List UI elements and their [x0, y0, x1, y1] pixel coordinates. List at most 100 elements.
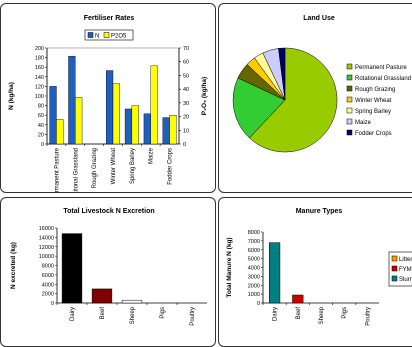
bar-n [162, 117, 170, 145]
y-tick-label: 8000 [248, 230, 260, 236]
land-use-panel: Land Use Permanent Pasture Rotational Gras… [218, 3, 412, 193]
bar-slurry [269, 242, 281, 304]
bar-p2o5 [150, 65, 158, 145]
x-tick-label: Permanent Pasture [54, 147, 60, 193]
y-tick-label: 1000 [248, 292, 260, 298]
bar-p2o5 [112, 83, 120, 145]
legend-label: Winter Wheat [355, 98, 392, 104]
chart-title: Manure Types [296, 208, 343, 215]
y-tick-label: 20 [38, 132, 44, 138]
y2-tick-label: 30 [183, 101, 189, 107]
y-tick-label: 7000 [248, 239, 260, 245]
x-tick-label: Sheep [130, 306, 136, 324]
legend-swatch [346, 107, 353, 114]
legend-label: Litter [399, 257, 412, 263]
livestock-excretion-panel: Total Livestock N Excretion 0 2000 4000 6000… [0, 197, 216, 347]
y-tick-label: 80 [38, 104, 44, 110]
y-tick-label: 160 [35, 65, 44, 71]
legend-label: N [95, 34, 99, 40]
y-axis-label: Total Manure N (kg) [226, 237, 233, 297]
livestock-excretion-chart: Total Livestock N Excretion 0 2000 4000 6000… [10, 208, 207, 326]
y-tick-label: 6000 [248, 248, 260, 254]
x-tick-label: Dairy [70, 307, 76, 321]
fertiliser-rates-panel: Fertiliser Rates N P2O5 0 20 40 60 80 100 120 140 1… [0, 3, 216, 193]
y-tick-label: 40 [38, 123, 44, 129]
legend-swatch [391, 255, 398, 262]
chart-title: Land Use [303, 15, 335, 22]
bar [91, 288, 113, 304]
legend-swatch [391, 265, 398, 272]
x-tick-label: Rotational Grassland [73, 148, 79, 193]
y-tick-label: 10000 [39, 254, 54, 260]
y-tick-label: 0 [41, 142, 44, 148]
y-tick-label: 16000 [39, 226, 54, 232]
y-tick-label: 8000 [42, 264, 54, 270]
x-tick-label: Dairy [273, 307, 279, 321]
legend-label: Spring Barley [355, 109, 391, 115]
x-tick-label: Poultry [365, 307, 371, 326]
y2-axis-label: P₂O₅ (kg/ha) [201, 77, 208, 115]
land-use-chart: Land Use Permanent Pasture Rotational Gras… [232, 15, 411, 153]
chart-title: Fertiliser Rates [84, 15, 135, 22]
x-tick-label: Maize [149, 147, 155, 164]
x-tick-label: Sheep [319, 306, 325, 324]
bar-fym [292, 294, 304, 304]
manure-types-panel: Manure Types 0 1000 2000 3000 4000 5000 6000 700… [218, 197, 412, 347]
y-tick-label: 0 [51, 301, 54, 307]
bar-n [49, 86, 57, 145]
legend-label: Fodder Crops [355, 131, 392, 137]
legend-label: P2O5 [111, 34, 127, 40]
y-tick-label: 6000 [42, 273, 54, 279]
bar-n [68, 55, 76, 145]
y-axis-label: N excreted (kg) [10, 242, 17, 289]
bar-p2o5 [56, 119, 64, 145]
x-tick-label: Beef [100, 307, 106, 320]
legend-swatch [346, 63, 353, 70]
bar-p2o5 [169, 114, 177, 145]
legend-label: Maize [355, 120, 372, 126]
pie-slice [232, 77, 286, 139]
y2-tick-label: 0 [183, 142, 186, 148]
y2-tick-label: 10 [183, 128, 189, 134]
x-tick-label: Pigs [160, 307, 166, 319]
legend-swatch [87, 32, 94, 38]
legend-swatch [391, 275, 398, 282]
y-tick-label: 14000 [39, 235, 54, 241]
y2-tick-label: 20 [183, 115, 189, 121]
bar-p2o5 [131, 105, 139, 145]
legend-label: Slurry [399, 277, 412, 283]
y-tick-label: 60 [38, 113, 44, 119]
y-tick-label: 140 [35, 75, 44, 81]
x-tick-label: Spring Barley [130, 148, 136, 184]
y2-tick-label: 70 [183, 46, 189, 52]
y-tick-label: 200 [35, 46, 44, 52]
legend-label: Rough Grazing [355, 87, 395, 93]
y-axis-label: N (kg/ha) [8, 82, 15, 110]
bar-p2o5 [75, 97, 83, 145]
legend-swatch [346, 118, 353, 125]
y-tick-label: 3000 [248, 274, 260, 280]
bar-n [106, 70, 114, 145]
y-tick-label: 120 [35, 84, 44, 90]
legend-swatch [346, 96, 353, 103]
legend-swatch [346, 85, 353, 92]
chart-title: Total Livestock N Excretion [63, 208, 154, 215]
legend-swatch [103, 32, 110, 38]
pie-slice [278, 47, 286, 101]
y-tick-label: 4000 [248, 266, 260, 272]
x-tick-label: Poultry [190, 307, 196, 326]
y2-tick-label: 40 [183, 87, 189, 93]
pie-slice [249, 47, 338, 153]
legend-swatch [346, 129, 353, 136]
manure-types-chart: Manure Types 0 1000 2000 3000 4000 5000 6000 700… [226, 208, 412, 326]
x-tick-label: Winter Wheat [111, 148, 117, 185]
bar [121, 299, 143, 304]
y2-tick-label: 50 [183, 73, 189, 79]
bar [61, 233, 83, 304]
y-tick-label: 12000 [39, 245, 54, 251]
x-tick-label: Fodder Crops [168, 148, 174, 185]
y-tick-label: 100 [35, 94, 44, 100]
y-tick-label: 2000 [42, 292, 54, 298]
y-tick-label: 0 [257, 301, 260, 307]
